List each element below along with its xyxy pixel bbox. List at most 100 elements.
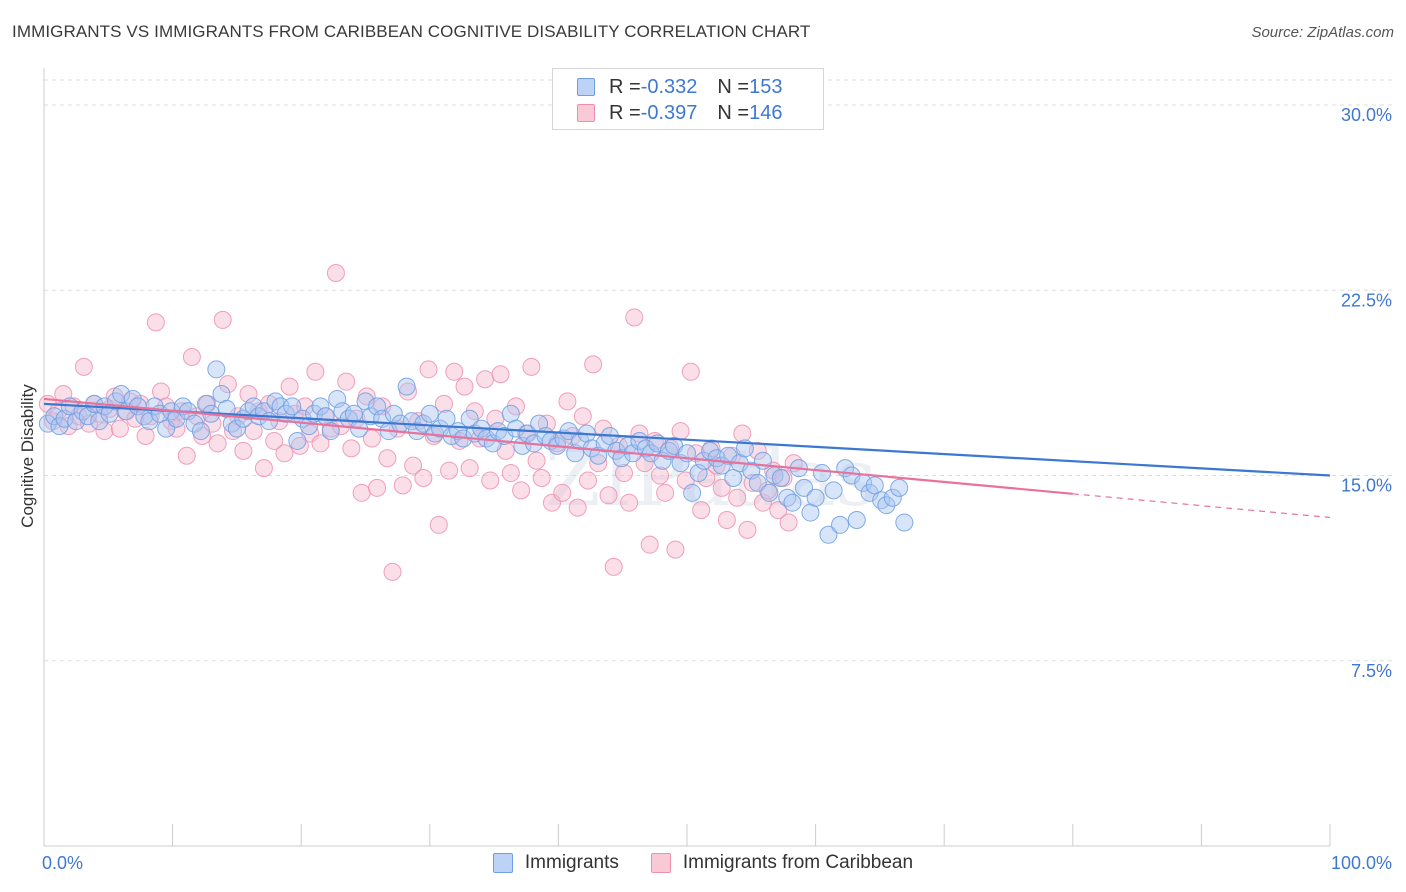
immigrants-point (266, 392, 285, 411)
immigrants-point (283, 397, 302, 416)
immigrants-point (760, 483, 779, 502)
caribbean-point (265, 431, 284, 450)
caribbean-point (280, 377, 299, 396)
caribbean-point (311, 434, 330, 453)
caribbean-point (404, 456, 423, 475)
caribbean-point (136, 427, 155, 446)
immigrants-point (865, 476, 884, 495)
immigrants-point (361, 407, 380, 426)
immigrants-point (795, 478, 814, 497)
trend-line-immigrants (43, 402, 1331, 477)
immigrants-point (636, 439, 655, 458)
caribbean-point (434, 394, 453, 413)
immigrants-point (890, 478, 909, 497)
trend-lines (43, 397, 1331, 519)
series-legend: Immigrants Immigrants from Caribbean (0, 852, 1406, 874)
caribbean-point (306, 362, 325, 381)
immigrants-point (719, 446, 738, 465)
caribbean-point (275, 444, 294, 463)
y-tick-label: 22.5% (1341, 290, 1392, 310)
caribbean-point (681, 362, 700, 381)
x-tick-labels: 0.0% 100.0% (42, 853, 1392, 873)
trend-line-caribbean (43, 397, 1073, 495)
immigrants-point (38, 414, 57, 433)
legend-n-label: N = (717, 101, 750, 124)
correlation-legend: R = -0.332 N = 153 R = -0.397 N = 146 (552, 68, 824, 130)
legend-item-immigrants: Immigrants (492, 852, 619, 874)
caribbean-point (460, 459, 479, 478)
immigrants-point (506, 419, 525, 438)
legend-label-immigrants: Immigrants (524, 852, 619, 873)
caribbean-point (692, 501, 711, 520)
immigrants-point (559, 422, 578, 441)
caribbean-point (553, 483, 572, 502)
caribbean-point (440, 461, 459, 480)
immigrants-point (288, 431, 307, 450)
axes (43, 68, 1331, 847)
immigrants-point (819, 525, 838, 544)
caribbean-point (481, 471, 500, 490)
immigrants-point (420, 404, 439, 423)
caribbean-point (213, 310, 232, 329)
caribbean-point (95, 422, 114, 441)
immigrants-point (659, 441, 678, 460)
caribbean-point (568, 498, 587, 517)
caribbean-point (666, 540, 685, 559)
caribbean-point (218, 375, 237, 394)
y-tick-labels: 7.5% 15.0% 22.5% 30.0% (1341, 105, 1392, 681)
caribbean-point (640, 535, 659, 554)
legend-r-label: R = (609, 101, 641, 124)
immigrants-point (384, 404, 403, 423)
legend-swatch-immigrants (492, 853, 513, 873)
caribbean-point (429, 515, 448, 534)
caribbean-point (589, 454, 608, 473)
x-tick-label: 0.0% (42, 853, 83, 873)
immigrants-point (847, 510, 866, 529)
trend-line-caribbean-extrapolated (1072, 493, 1331, 519)
caribbean-point (599, 486, 618, 505)
legend-r-label: R = (609, 75, 641, 98)
immigrants-point (112, 385, 131, 404)
immigrants-point (191, 422, 210, 441)
legend-swatch-caribbean (650, 853, 671, 873)
caribbean-point (738, 520, 757, 539)
legend-r-value: -0.397 (640, 101, 698, 124)
immigrants-point (724, 468, 743, 487)
immigrants-point (883, 488, 902, 507)
legend-row-immigrants: R = -0.332 N = 153 (577, 74, 782, 100)
caribbean-point (712, 478, 731, 497)
legend-n-label: N = (717, 75, 750, 98)
immigrants-point (407, 422, 426, 441)
caribbean-point (532, 468, 551, 487)
caribbean-point (74, 357, 93, 376)
caribbean-point (177, 446, 196, 465)
immigrants-point (45, 407, 64, 426)
immigrants-point (895, 513, 914, 532)
caribbean-point (234, 441, 253, 460)
immigrants-point (831, 515, 850, 534)
caribbean-point (393, 476, 412, 495)
immigrants-point (872, 491, 891, 510)
immigrants-point (397, 377, 416, 396)
immigrants-point (824, 481, 843, 500)
y-tick-label: 7.5% (1351, 661, 1392, 681)
caribbean-point (146, 313, 165, 332)
caribbean-point (342, 439, 361, 458)
caribbean-point (208, 434, 227, 453)
legend-r-value: -0.332 (640, 75, 698, 98)
caribbean-point (594, 419, 613, 438)
grid-lines (44, 79, 1392, 662)
legend-n-value: 146 (749, 101, 783, 124)
caribbean-point (614, 464, 633, 483)
caribbean-point (373, 397, 392, 416)
immigrants-point (771, 468, 790, 487)
caribbean-point (110, 419, 129, 438)
caribbean-point (455, 377, 474, 396)
caribbean-point (620, 493, 639, 512)
caribbean-point (337, 372, 356, 391)
y-axis-label: Cognitive Disability (18, 384, 37, 528)
caribbean-point (378, 449, 397, 468)
y-tick-label: 15.0% (1341, 476, 1392, 496)
legend-n-value: 153 (749, 75, 783, 98)
